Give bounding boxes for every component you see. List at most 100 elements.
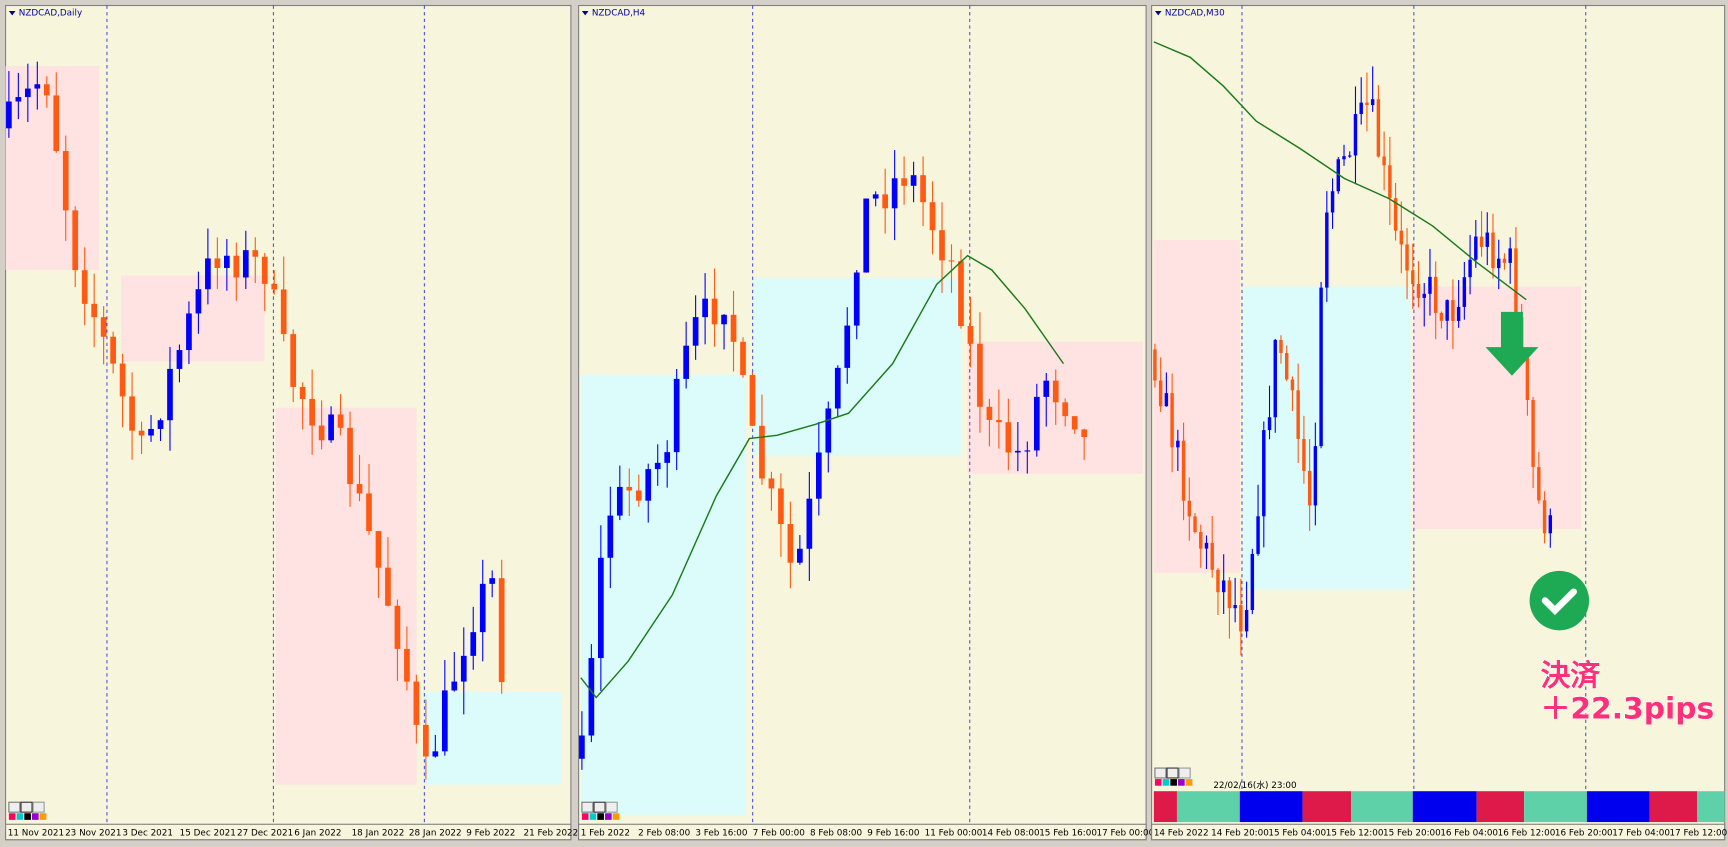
timestamp: 22/02/16(水) 23:00 xyxy=(1213,779,1297,791)
candle-body xyxy=(43,84,50,96)
candle-body xyxy=(1451,300,1455,321)
indicator-color xyxy=(39,813,47,820)
candle-body xyxy=(1485,232,1489,247)
sell-zone xyxy=(967,341,1143,474)
date-label: 17 Feb 04:00 xyxy=(1612,828,1670,838)
candle-body xyxy=(1411,270,1415,284)
title-arrow xyxy=(1154,11,1162,16)
candle-body xyxy=(635,490,642,501)
indicator-color xyxy=(597,813,604,820)
candle-body xyxy=(1514,248,1518,318)
date-label: 15 Feb 16:00 xyxy=(1039,828,1097,838)
date-label: 23 Nov 2021 xyxy=(65,828,121,838)
candle-body xyxy=(1014,450,1021,453)
candle-body xyxy=(740,341,746,376)
candle-body xyxy=(375,531,382,568)
candle-body xyxy=(1491,232,1495,269)
indicator-color xyxy=(24,813,31,820)
candle-body xyxy=(1244,609,1249,632)
date-label: 3 Feb 16:00 xyxy=(695,828,748,838)
candle-body xyxy=(986,406,993,420)
moving-average xyxy=(1153,41,1527,301)
candle-body xyxy=(1221,580,1226,593)
check-mark xyxy=(1541,588,1577,616)
session-bar xyxy=(1586,791,1650,823)
candle-body xyxy=(214,258,221,268)
toolbar-button xyxy=(1154,767,1167,779)
candle-body xyxy=(252,250,259,257)
candle-body xyxy=(977,343,983,407)
indicator-color xyxy=(589,813,597,820)
candle-body xyxy=(167,368,173,421)
candle-body xyxy=(309,398,315,426)
candle-body xyxy=(1422,293,1426,298)
candle-body xyxy=(479,583,486,633)
candle-body xyxy=(1479,236,1484,247)
candle-body xyxy=(413,681,420,725)
candle-body xyxy=(616,486,623,516)
candle-body xyxy=(1256,516,1260,554)
candle-body xyxy=(1388,165,1392,199)
candle-body xyxy=(366,493,372,532)
indicator-color xyxy=(32,813,39,820)
candle-body xyxy=(224,255,230,268)
candle-body xyxy=(1502,258,1507,263)
candle-body xyxy=(1164,393,1169,407)
candle-body xyxy=(1319,287,1323,447)
candle-body xyxy=(110,336,116,364)
candle-body xyxy=(1199,532,1203,549)
candle-body xyxy=(910,175,917,186)
date-label: 15 Dec 2021 xyxy=(180,828,236,838)
candle-body xyxy=(404,648,410,682)
date-label: 17 Feb 00:00 xyxy=(1097,828,1155,838)
indicator-color xyxy=(1170,779,1177,786)
date-label: 14 Feb 20:00 xyxy=(1211,828,1269,838)
toolbar-button xyxy=(20,801,33,813)
candle-body xyxy=(834,367,841,409)
candle-body xyxy=(1290,379,1295,391)
candle-body xyxy=(34,84,41,89)
candle-body xyxy=(929,202,936,231)
candle-body xyxy=(242,250,249,278)
chart-title: NZDCAD,Daily xyxy=(19,8,82,18)
session-bar xyxy=(1524,791,1587,823)
date-label: 27 Dec 2021 xyxy=(237,828,293,838)
candle-body xyxy=(749,375,756,426)
toolbar-button xyxy=(1178,767,1191,779)
candle-body xyxy=(996,419,1002,423)
candle-body xyxy=(91,303,98,318)
indicator-color xyxy=(605,813,612,820)
candle-body xyxy=(1005,422,1012,453)
candle-body xyxy=(1043,380,1050,397)
toolbar-button xyxy=(581,801,594,813)
candle-body xyxy=(1542,500,1547,534)
candle-body xyxy=(1176,440,1180,448)
candle-body xyxy=(24,88,31,98)
moving-average xyxy=(580,254,1065,699)
sell-zone xyxy=(275,407,417,785)
candle-body xyxy=(1158,380,1163,407)
candle-body xyxy=(711,298,718,325)
candle-body xyxy=(891,178,898,209)
candle-body xyxy=(1024,450,1031,452)
candle-body xyxy=(299,386,306,399)
axis-strip xyxy=(5,823,572,841)
buy-zone xyxy=(1243,286,1411,590)
candle-body xyxy=(441,690,448,752)
candle-body xyxy=(1187,500,1192,517)
candle-body xyxy=(1336,159,1341,192)
date-label: 16 Feb 04:00 xyxy=(1440,828,1498,838)
date-label: 16 Feb 12:00 xyxy=(1498,828,1556,838)
candle-body xyxy=(815,452,822,499)
candle-body xyxy=(1548,515,1553,534)
candle-body xyxy=(607,515,614,558)
candle-body xyxy=(1296,390,1300,439)
candle-body xyxy=(939,230,945,261)
candle-body xyxy=(1262,430,1266,517)
candle-body xyxy=(1284,352,1289,380)
candle-body xyxy=(1227,580,1232,609)
candle-body xyxy=(290,334,297,387)
